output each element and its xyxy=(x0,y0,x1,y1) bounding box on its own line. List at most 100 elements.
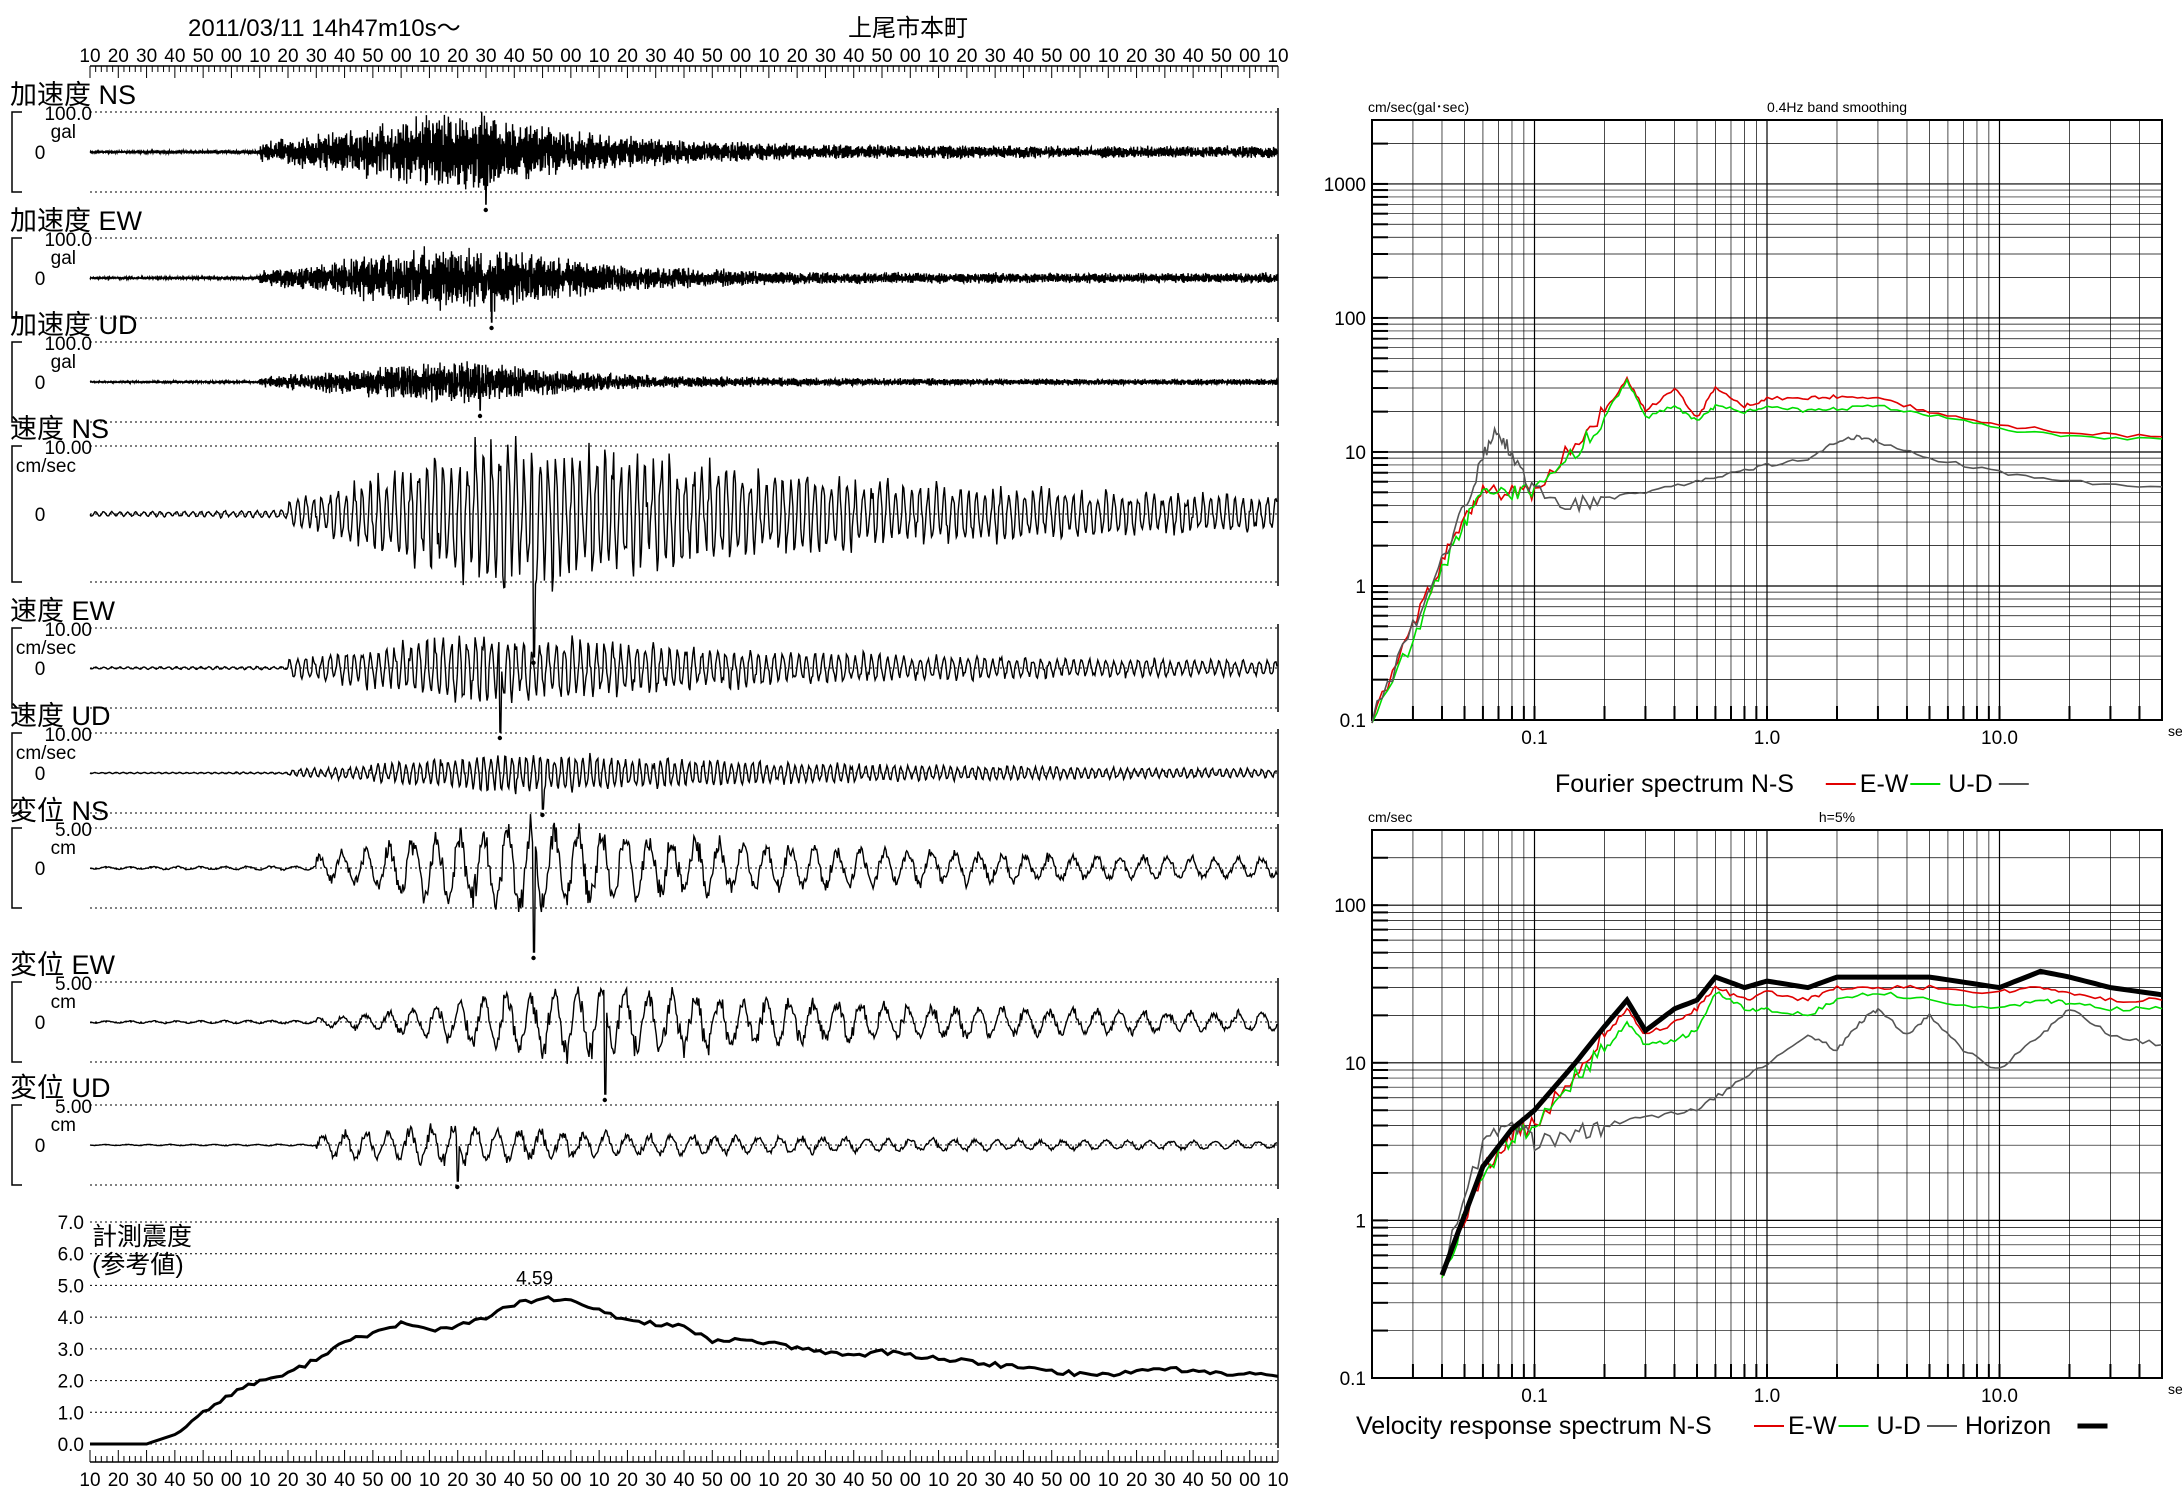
header-station: 上尾市本町 xyxy=(848,15,968,42)
x-tick-label: 0.1 xyxy=(1521,728,1547,749)
scale-bracket xyxy=(11,237,22,319)
scale-label: 100.0 xyxy=(44,104,92,125)
intensity-tick-label: 7.0 xyxy=(58,1213,84,1234)
time-tick-label: 00 xyxy=(221,46,242,67)
intensity-tick-label: 1.0 xyxy=(58,1403,84,1424)
time-tick-label: 20 xyxy=(956,46,977,67)
scale-bracket xyxy=(11,827,22,909)
y-tick-label: 1 xyxy=(1355,1211,1366,1232)
waveform-name: 速度 EW xyxy=(10,596,116,626)
time-tick-label: 10 xyxy=(419,1470,440,1491)
peak-marker xyxy=(489,325,494,331)
chart-note: h=5% xyxy=(1819,809,1855,825)
series-line-u-d xyxy=(1441,1007,2163,1271)
time-tick-label: 10 xyxy=(249,1470,270,1491)
time-tick-label: 10 xyxy=(1267,46,1288,67)
time-tick-label: 50 xyxy=(362,1470,383,1491)
scale-bracket xyxy=(11,732,22,814)
y-tick-label: 0.1 xyxy=(1340,711,1366,732)
waveform-trace xyxy=(89,361,1279,411)
time-tick-label: 00 xyxy=(900,1470,921,1491)
waveform-trace xyxy=(89,435,1278,658)
time-tick-label: 30 xyxy=(136,1470,157,1491)
legend-label-u-d: U-D xyxy=(1948,770,1992,798)
scale-label: 10.00 xyxy=(44,620,92,641)
time-tick-label: 00 xyxy=(391,46,412,67)
time-tick-label: 10 xyxy=(589,1470,610,1491)
y-axis-label: cm/sec(gal･sec) xyxy=(1368,99,1469,115)
intensity-tick-label: 5.0 xyxy=(58,1276,84,1297)
unit-label: gal xyxy=(51,352,76,373)
intensity-peak-label: 4.59 xyxy=(516,1268,553,1289)
time-tick-label: 20 xyxy=(617,1470,638,1491)
time-tick-label: 30 xyxy=(306,1470,327,1491)
time-tick-label: 40 xyxy=(164,46,185,67)
waveform-trace xyxy=(89,635,1278,733)
unit-label: cm/sec xyxy=(16,638,76,659)
time-tick-label: 50 xyxy=(193,1470,214,1491)
unit-label: cm/sec xyxy=(16,743,76,764)
time-tick-label: 10 xyxy=(79,1470,100,1491)
time-tick-label: 20 xyxy=(1126,46,1147,67)
intensity-tick-label: 3.0 xyxy=(58,1340,84,1361)
x-unit-label: sec xyxy=(2168,1381,2182,1397)
time-tick-label: 40 xyxy=(504,1470,525,1491)
scale-label: 100.0 xyxy=(44,334,92,355)
time-tick-label: 50 xyxy=(532,1470,553,1491)
legend-label-u-d: U-D xyxy=(1877,1412,1921,1440)
time-tick-label: 00 xyxy=(560,46,581,67)
waveform-name: 加速度 EW xyxy=(10,206,143,236)
peak-marker xyxy=(540,812,545,818)
time-tick-label: 50 xyxy=(1211,1470,1232,1491)
time-tick-label: 20 xyxy=(277,1470,298,1491)
waveform-name: 加速度 NS xyxy=(10,80,136,110)
time-tick-label: 30 xyxy=(306,46,327,67)
waveform-name: 速度 NS xyxy=(10,414,109,444)
time-tick-label: 00 xyxy=(1239,46,1260,67)
chart-title: Fourier spectrum N-S xyxy=(1555,770,1794,798)
zero-label: 0 xyxy=(35,269,46,290)
time-tick-label: 50 xyxy=(871,46,892,67)
time-tick-label: 40 xyxy=(1013,46,1034,67)
time-tick-label: 00 xyxy=(560,1470,581,1491)
time-tick-label: 00 xyxy=(221,1470,242,1491)
series-line-horizon xyxy=(1439,968,2163,1276)
waveform-name: 加速度 UD xyxy=(10,310,138,340)
time-tick-label: 20 xyxy=(108,46,129,67)
waveform-name: 変位 UD xyxy=(10,1073,111,1103)
time-tick-label: 20 xyxy=(956,1470,977,1491)
intensity-tick-label: 2.0 xyxy=(58,1372,84,1393)
scale-bracket xyxy=(11,627,22,709)
waveform-trace xyxy=(89,1123,1278,1182)
time-tick-label: 40 xyxy=(843,1470,864,1491)
waveform-name: 変位 NS xyxy=(10,796,109,826)
unit-label: cm xyxy=(51,838,76,859)
scale-bracket xyxy=(11,445,22,583)
waveform-trace xyxy=(89,814,1278,953)
time-tick-label: 00 xyxy=(1239,1470,1260,1491)
time-tick-label: 40 xyxy=(504,46,525,67)
unit-label: cm xyxy=(51,1115,76,1136)
time-tick-label: 30 xyxy=(985,46,1006,67)
waveform-trace xyxy=(90,985,1278,1095)
scale-bracket xyxy=(11,341,22,423)
zero-label: 0 xyxy=(35,1136,46,1157)
time-tick-label: 50 xyxy=(362,46,383,67)
peak-marker xyxy=(497,735,503,741)
time-tick-label: 10 xyxy=(419,46,440,67)
zero-label: 0 xyxy=(35,373,46,394)
time-tick-label: 50 xyxy=(532,46,553,67)
time-tick-label: 00 xyxy=(730,1470,751,1491)
time-tick-label: 00 xyxy=(1069,1470,1090,1491)
series-line-e-w xyxy=(1371,377,2163,724)
peak-marker xyxy=(531,955,536,961)
time-tick-label: 00 xyxy=(730,46,751,67)
scale-bracket xyxy=(11,1104,22,1186)
series-line-n-s xyxy=(1441,984,2163,1278)
y-axis-label: cm/sec xyxy=(1368,809,1412,825)
